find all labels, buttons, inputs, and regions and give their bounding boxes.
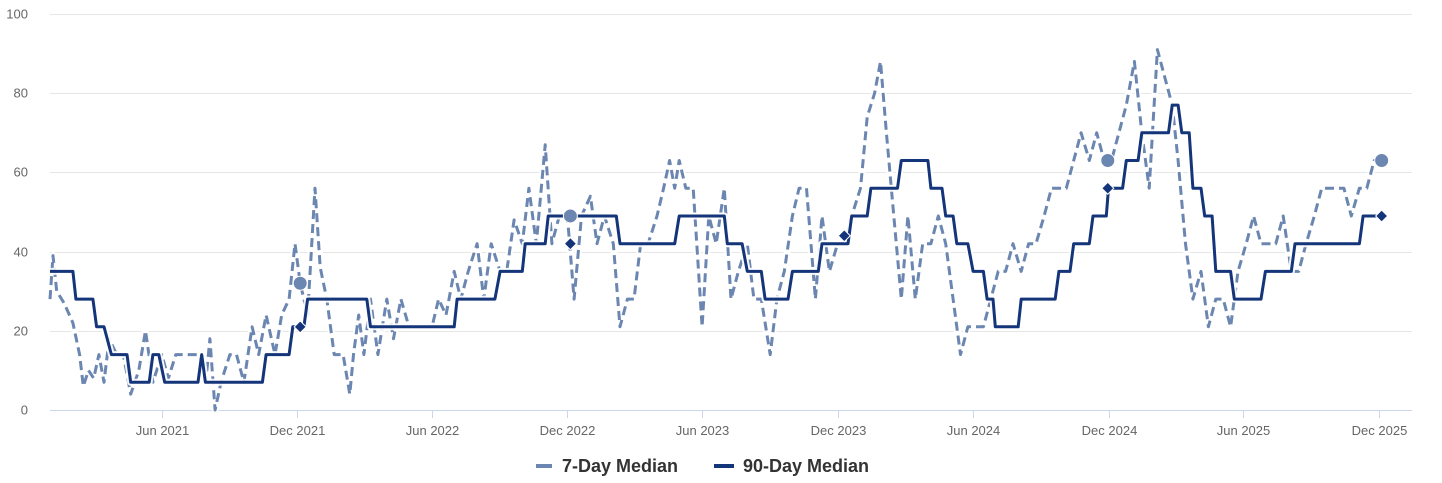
x-tick-label-dec-2024: Dec 2024: [1082, 423, 1138, 438]
marker-7-day-median-1[interactable]: [562, 208, 578, 224]
x-tick-label-dec-2021: Dec 2021: [270, 423, 326, 438]
series-lines: [46, 46, 1382, 414]
y-tick-label-0: 0: [21, 403, 28, 418]
series-line-7-day-median[interactable]: [48, 48, 1382, 412]
x-tick-label-jun-2022: Jun 2022: [406, 423, 460, 438]
legend: 7-Day Median 90-Day Median: [536, 456, 869, 476]
series-halo-7-day-median: [46, 46, 1382, 414]
marker-7-day-median-0[interactable]: [292, 275, 308, 291]
series-line-90-day-median[interactable]: [50, 103, 1382, 384]
y-tick-label-20: 20: [14, 324, 28, 339]
series-markers: [292, 153, 1390, 334]
y-tick-label-40: 40: [14, 245, 28, 260]
x-tick-label-dec-2022: Dec 2022: [540, 423, 596, 438]
legend-item-90-day-median[interactable]: 90-Day Median: [714, 456, 869, 476]
marker-7-day-median-2[interactable]: [1100, 153, 1116, 169]
series-90-day-median: [50, 101, 1382, 386]
x-axis: Jun 2021 Dec 2021 Jun 2022 Dec 2022 Jun 2023…: [50, 410, 1412, 438]
marker-90-day-median-1[interactable]: [563, 236, 578, 251]
legend-item-7-day-median[interactable]: 7-Day Median: [536, 456, 678, 476]
y-tick-label-80: 80: [14, 86, 28, 101]
y-axis-labels: 0 20 40 60 80 100: [6, 7, 28, 418]
series-7-day-median: [46, 46, 1382, 414]
y-tick-label-100: 100: [6, 7, 28, 22]
x-tick-label-jun-2024: Jun 2024: [947, 423, 1001, 438]
marker-90-day-median-3[interactable]: [1101, 181, 1115, 195]
legend-label-90-day-median: 90-Day Median: [743, 456, 869, 476]
x-tick-label-dec-2025: Dec 2025: [1352, 423, 1408, 438]
marker-7-day-median-3[interactable]: [1374, 153, 1390, 169]
x-tick-label-dec-2023: Dec 2023: [811, 423, 867, 438]
x-tick-label-jun-2021: Jun 2021: [136, 423, 190, 438]
legend-label-7-day-median: 7-Day Median: [562, 456, 678, 476]
marker-90-day-median-2[interactable]: [837, 229, 851, 243]
marker-90-day-median-4[interactable]: [1374, 209, 1389, 223]
x-tick-label-jun-2023: Jun 2023: [676, 423, 730, 438]
x-tick-label-jun-2025: Jun 2025: [1217, 423, 1271, 438]
y-tick-label-60: 60: [14, 165, 28, 180]
marker-90-day-median-0[interactable]: [293, 320, 307, 334]
